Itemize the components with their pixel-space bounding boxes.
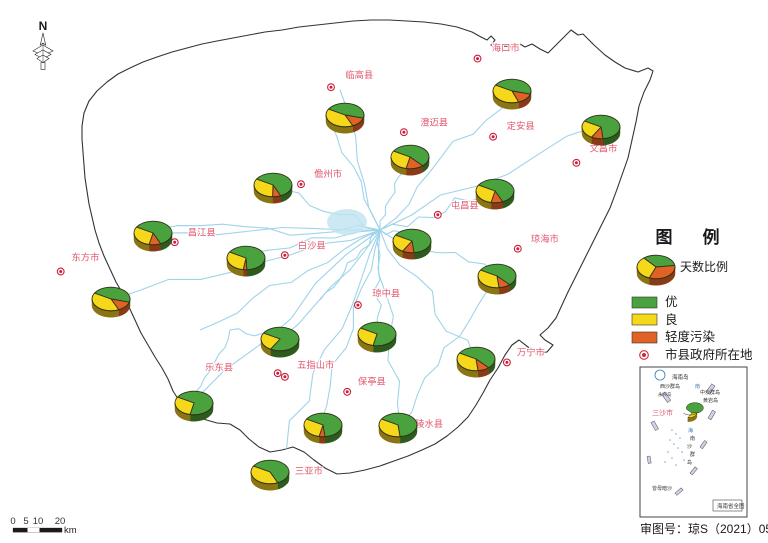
- svg-text:N: N: [39, 19, 48, 33]
- svg-text:东方市: 东方市: [72, 252, 100, 263]
- svg-text:曾母暗沙: 曾母暗沙: [652, 485, 672, 492]
- svg-text:5: 5: [23, 516, 28, 527]
- svg-text:南: 南: [690, 435, 695, 442]
- svg-text:昌江县: 昌江县: [188, 228, 216, 238]
- svg-text:中沙群岛: 中沙群岛: [700, 389, 720, 396]
- svg-text:轻度污染: 轻度污染: [665, 329, 716, 344]
- svg-text:西沙群岛: 西沙群岛: [660, 383, 680, 390]
- svg-text:km: km: [64, 525, 77, 536]
- svg-text:临高县: 临高县: [345, 69, 373, 80]
- svg-text:例: 例: [703, 227, 720, 247]
- svg-text:海南岛: 海南岛: [672, 373, 689, 381]
- svg-text:群: 群: [690, 451, 695, 458]
- svg-text:黄岩岛: 黄岩岛: [703, 397, 718, 404]
- svg-text:五指山市: 五指山市: [297, 359, 334, 370]
- svg-text:天数比例: 天数比例: [680, 259, 728, 274]
- svg-text:乐东县: 乐东县: [205, 361, 233, 372]
- svg-text:万宁市: 万宁市: [517, 346, 545, 357]
- svg-text:0: 0: [10, 516, 15, 527]
- svg-text:良: 良: [665, 312, 678, 327]
- svg-text:10: 10: [33, 516, 44, 527]
- svg-text:海口市: 海口市: [492, 42, 520, 53]
- svg-text:审图号：琼S（2021）056号: 审图号：琼S（2021）056号: [640, 521, 768, 536]
- svg-text:南: 南: [695, 383, 700, 390]
- svg-text:儋州市: 儋州市: [314, 168, 342, 179]
- svg-text:沙: 沙: [687, 444, 692, 450]
- svg-text:保亭县: 保亭县: [358, 376, 386, 387]
- svg-text:屯昌县: 屯昌县: [451, 199, 479, 210]
- svg-text:海南省全图: 海南省全图: [717, 502, 745, 510]
- svg-text:白沙县: 白沙县: [298, 240, 326, 251]
- svg-text:岛: 岛: [687, 459, 692, 466]
- svg-text:市县政府所在地: 市县政府所在地: [665, 347, 753, 362]
- svg-text:三亚市: 三亚市: [295, 465, 323, 476]
- svg-text:优: 优: [665, 295, 678, 309]
- svg-text:琼中县: 琼中县: [372, 288, 400, 299]
- svg-text:澄迈县: 澄迈县: [420, 117, 448, 128]
- svg-text:定安县: 定安县: [507, 120, 535, 131]
- svg-text:三沙市: 三沙市: [652, 408, 673, 417]
- svg-text:琼海市: 琼海市: [531, 233, 559, 244]
- svg-text:图: 图: [656, 228, 673, 247]
- svg-text:海: 海: [688, 427, 693, 434]
- svg-text:永兴岛: 永兴岛: [658, 391, 672, 398]
- svg-text:陵水县: 陵水县: [415, 418, 443, 429]
